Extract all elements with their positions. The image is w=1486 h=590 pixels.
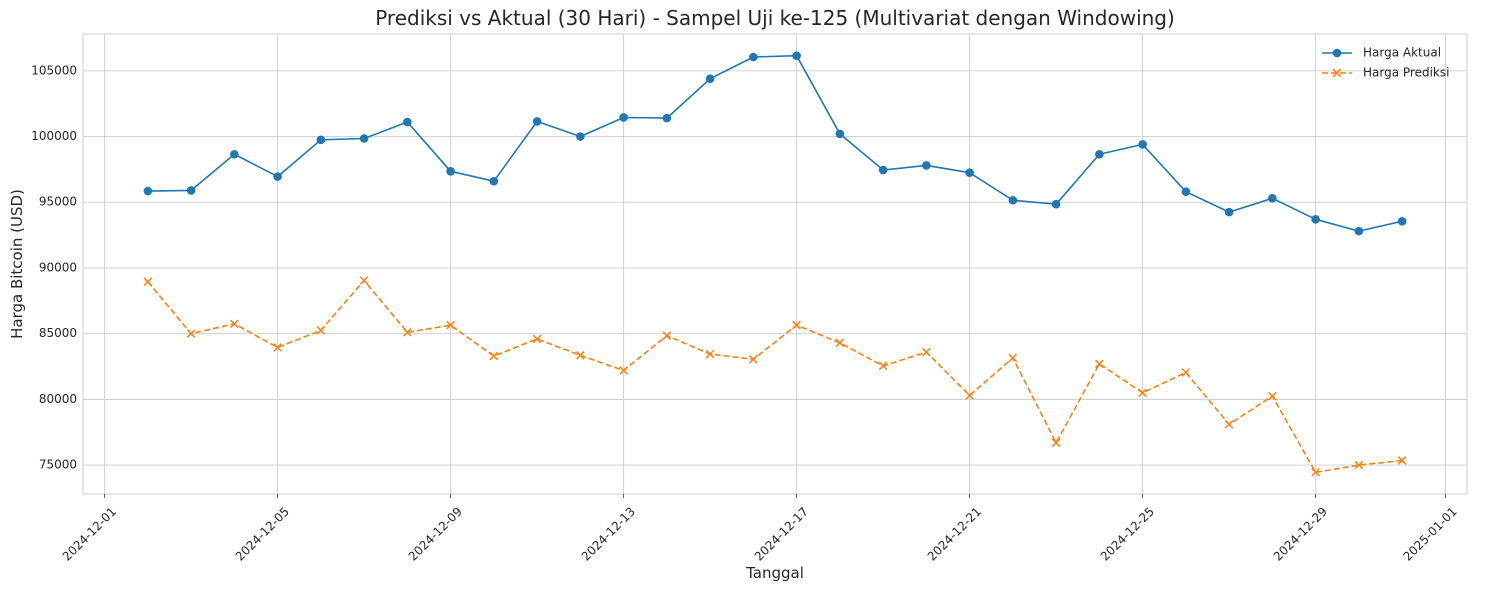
data-point — [1095, 149, 1104, 159]
y-tick-label: 85000 — [39, 326, 77, 340]
data-point — [1224, 420, 1234, 429]
y-tick-label: 105000 — [31, 63, 77, 77]
data-point — [792, 320, 801, 330]
data-point — [1181, 187, 1191, 197]
data-point — [965, 391, 974, 400]
y-tick-label: 100000 — [31, 129, 77, 143]
series-aktual — [143, 51, 1407, 236]
data-point — [273, 172, 282, 181]
data-point — [749, 52, 758, 62]
legend-marker — [1332, 48, 1342, 58]
data-point — [230, 319, 239, 329]
data-point — [576, 351, 585, 360]
series-line — [147, 279, 1403, 474]
data-point — [619, 366, 628, 375]
data-point — [532, 117, 542, 126]
data-point — [532, 334, 542, 344]
data-point — [1095, 359, 1104, 369]
data-point — [1008, 195, 1018, 205]
data-point — [489, 176, 499, 186]
data-point — [749, 354, 758, 364]
x-axis-label: Tanggal — [745, 564, 804, 582]
legend-marker — [1332, 68, 1342, 78]
data-point — [489, 351, 499, 361]
data-point — [403, 117, 412, 127]
y-tick-label: 95000 — [39, 195, 77, 209]
data-point — [316, 326, 326, 335]
series — [143, 51, 1407, 477]
data-point — [446, 167, 455, 176]
data-point — [1311, 467, 1320, 477]
data-point — [1181, 368, 1191, 377]
data-point — [1224, 207, 1234, 217]
data-point — [1138, 140, 1147, 149]
y-axis-ticks: 75000 80000 85000 90000 95000 100000 105000 — [31, 63, 77, 471]
y-tick-label: 75000 — [39, 458, 77, 472]
data-point — [705, 74, 715, 83]
legend: Harga Aktual Harga Prediksi — [1322, 46, 1449, 80]
data-point — [835, 338, 845, 348]
data-point — [1397, 216, 1407, 226]
data-point — [705, 349, 715, 359]
legend-label: Harga Aktual — [1363, 46, 1441, 60]
legend-label: Harga Prediksi — [1363, 66, 1449, 80]
data-point — [878, 165, 888, 175]
plot-frame — [82, 33, 1468, 495]
data-point — [230, 149, 239, 159]
data-point — [792, 51, 801, 60]
data-point — [619, 113, 628, 122]
data-point — [143, 186, 153, 196]
y-tick-label: 90000 — [39, 260, 77, 274]
data-point — [316, 135, 326, 145]
data-point — [273, 343, 282, 352]
data-point — [1354, 460, 1364, 470]
data-point — [922, 347, 931, 357]
data-point — [143, 277, 153, 287]
data-point — [1138, 388, 1147, 398]
data-point — [662, 331, 672, 340]
data-point — [186, 186, 196, 195]
series-prediksi — [143, 276, 1407, 477]
data-point — [1268, 391, 1277, 401]
data-point — [662, 113, 672, 123]
data-point — [835, 129, 845, 139]
data-point — [576, 132, 585, 141]
series-line — [147, 54, 1403, 232]
data-point — [1008, 353, 1018, 363]
chart-title: Prediksi vs Aktual (30 Hari) - Sampel Uj… — [375, 6, 1175, 30]
data-point — [1397, 456, 1407, 465]
data-point — [359, 276, 369, 285]
data-point — [965, 168, 974, 177]
data-point — [922, 161, 931, 170]
data-point — [1051, 438, 1061, 448]
data-point — [1051, 199, 1061, 209]
y-tick-label: 80000 — [39, 392, 77, 406]
data-point — [1354, 226, 1364, 236]
data-point — [186, 329, 196, 338]
data-point — [403, 328, 412, 337]
data-point — [446, 320, 455, 330]
data-point — [1311, 215, 1320, 224]
data-point — [878, 361, 888, 371]
y-axis-label: Harga Bitcoin (USD) — [8, 189, 26, 339]
data-point — [359, 134, 369, 143]
data-point — [1268, 193, 1277, 203]
